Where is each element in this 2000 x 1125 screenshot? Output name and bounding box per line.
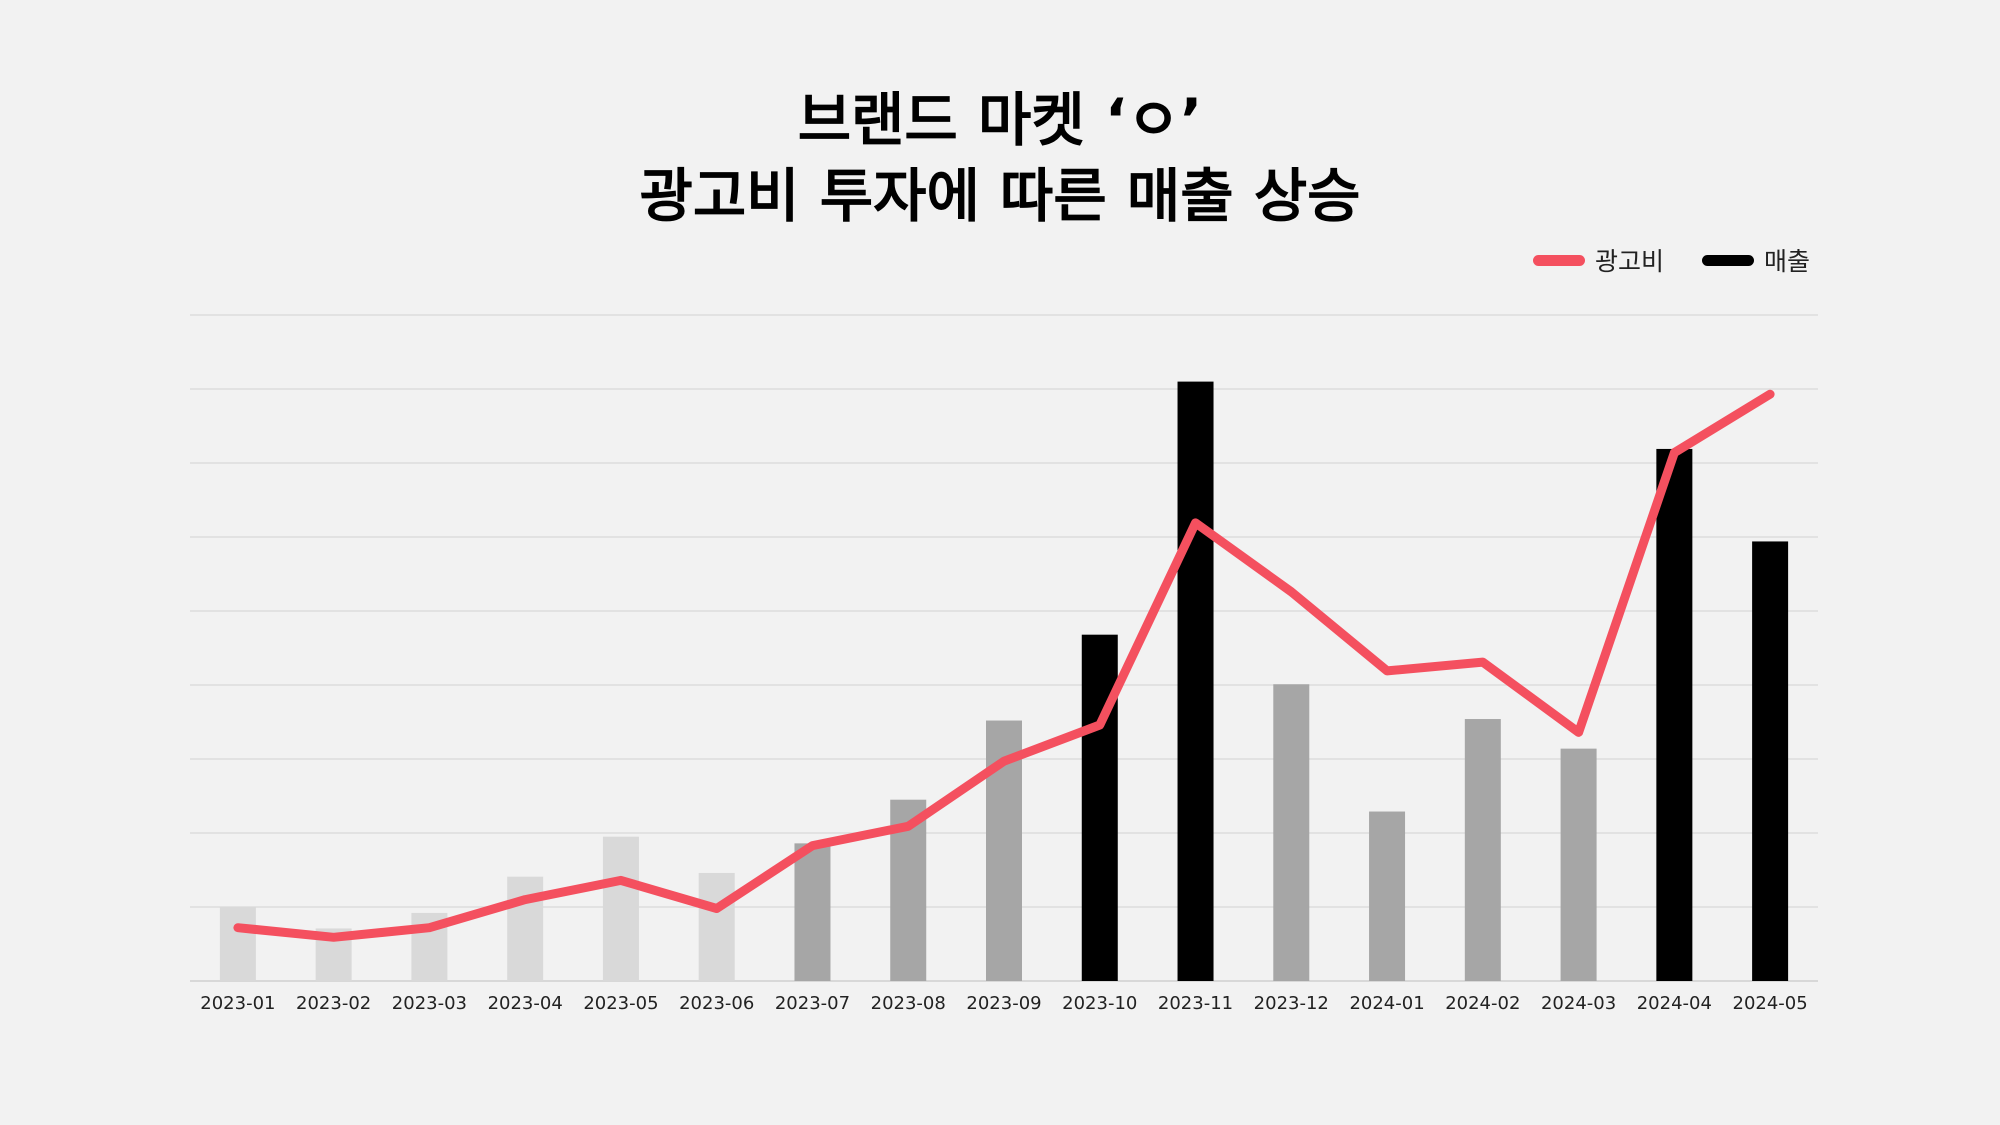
x-tick-label: 2023-01 [200, 993, 275, 1014]
tick-layer: 2023-01 2023-02 2023-03 2023-04 2023-05 2023-… [200, 993, 1807, 1014]
bar-layer [219, 381, 1789, 982]
legend-swatch-sales [1701, 254, 1754, 266]
legend-item-ad-spend: 광고비 [1532, 242, 1664, 278]
ad-spend-line [233, 389, 1775, 942]
x-tick-label: 2023-12 [1254, 993, 1329, 1014]
sales-bar [1369, 811, 1406, 981]
sales-bar [698, 872, 735, 981]
line-layer [233, 389, 1775, 942]
x-tick-label: 2023-05 [583, 993, 658, 1014]
legend-label-sales: 매출 [1763, 247, 1810, 276]
sales-bar [1464, 719, 1501, 981]
legend-swatch-ad-spend [1532, 254, 1585, 266]
sales-bar [1273, 684, 1310, 981]
legend: 광고비 매출 [1495, 242, 1810, 278]
x-tick-label: 2023-09 [966, 993, 1041, 1014]
x-tick-label: 2023-02 [296, 993, 371, 1014]
x-tick-label: 2024-02 [1445, 993, 1520, 1014]
sales-bar [1081, 634, 1118, 981]
sales-bar [507, 876, 544, 981]
x-tick-label: 2023-10 [1062, 993, 1137, 1014]
x-tick-label: 2023-06 [679, 993, 754, 1014]
x-tick-label: 2024-03 [1541, 993, 1616, 1014]
chart-title-line-2: 광고비 투자에 따른 매출 상승 [639, 162, 1361, 230]
sales-bar [1560, 748, 1597, 981]
x-tick-label: 2024-04 [1637, 993, 1712, 1014]
x-tick-label: 2023-04 [488, 993, 563, 1014]
x-tick-label: 2023-03 [392, 993, 467, 1014]
x-tick-label: 2023-11 [1158, 993, 1233, 1014]
sales-bar [219, 907, 256, 981]
sales-bar [1752, 541, 1789, 981]
sales-bar [1177, 381, 1214, 982]
x-tick-label: 2023-07 [775, 993, 850, 1014]
chart-title: 브랜드 마켓 ‘ㅇ’ 광고비 투자에 따른 매출 상승 [0, 82, 2000, 234]
x-tick-label: 2024-01 [1349, 993, 1424, 1014]
legend-label-ad-spend: 광고비 [1594, 247, 1664, 276]
sales-bar [1656, 448, 1693, 981]
sales-bar [602, 836, 639, 981]
legend-item-sales: 매출 [1701, 242, 1810, 278]
x-tick-label: 2024-05 [1733, 993, 1808, 1014]
sales-bar [794, 843, 831, 981]
grid-layer [190, 314, 1818, 982]
chart-title-line-1: 브랜드 마켓 ‘ㅇ’ [797, 86, 1203, 154]
x-tick-label: 2023-08 [871, 993, 946, 1014]
